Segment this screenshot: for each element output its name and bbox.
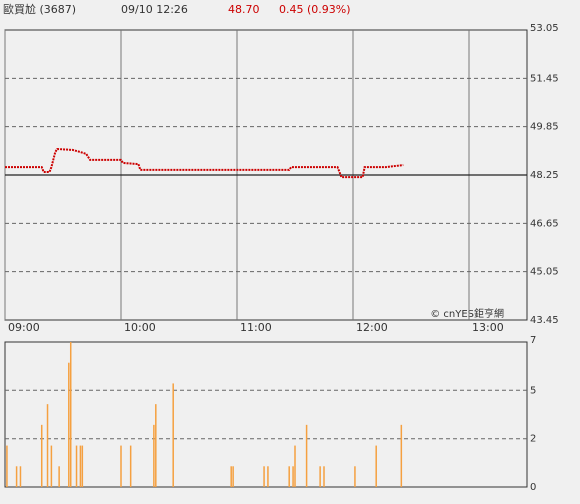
volume-bar: [19, 466, 22, 487]
volume-bar: [75, 445, 78, 487]
volume-bar: [319, 466, 321, 487]
y-tick-label: 51.45: [530, 73, 559, 84]
volume-bar: [153, 424, 155, 487]
volume-bar: [172, 383, 174, 487]
volume-bar: [58, 466, 60, 487]
volume-bar: [69, 342, 72, 487]
y-tick-label: 2: [530, 434, 536, 445]
y-tick-label: 0: [530, 482, 536, 493]
price-line: [5, 147, 404, 179]
x-tick-label: 13:00: [472, 321, 504, 334]
volume-bar: [68, 362, 70, 487]
volume-bar: [6, 445, 8, 487]
y-tick-label: 46.65: [530, 218, 559, 229]
volume-bar: [292, 466, 294, 487]
volume-bar: [354, 466, 356, 487]
plot-frame: [4, 341, 528, 488]
x-tick-label: 09:00: [8, 321, 40, 334]
volume-bar: [50, 445, 53, 487]
volume-bar: [400, 424, 403, 487]
stock-name: 歐買尬 (3687): [3, 2, 76, 16]
volume-bar: [81, 445, 84, 487]
volume-bar: [79, 445, 82, 487]
y-tick-label: 43.45: [530, 315, 559, 326]
volume-bar: [232, 466, 234, 487]
y-tick-label: 5: [530, 385, 536, 396]
price-change: 0.45 (0.93%): [279, 3, 351, 16]
volume-bar: [323, 466, 325, 487]
y-tick-label: 48.25: [530, 170, 559, 181]
volume-bar: [155, 404, 157, 487]
last-price: 48.70: [228, 3, 260, 16]
volume-bar: [120, 445, 122, 487]
volume-bar: [263, 466, 265, 487]
volume-bar: [294, 445, 296, 487]
y-tick-label: 45.05: [530, 267, 559, 278]
volume-bar: [40, 424, 43, 487]
x-tick-label: 11:00: [240, 321, 272, 334]
quote-time: 09/10 12:26: [121, 3, 188, 16]
y-tick-label: 7: [530, 335, 536, 346]
volume-bar: [15, 466, 18, 487]
x-tick-label: 12:00: [356, 321, 388, 334]
watermark: © cnYES鉅亨網: [430, 307, 504, 320]
volume-bar: [375, 445, 377, 487]
volume-bar: [230, 466, 232, 487]
volume-bar: [129, 445, 132, 487]
volume-bar: [267, 466, 269, 487]
volume-bar: [46, 404, 49, 487]
y-tick-label: 53.05: [530, 23, 559, 34]
y-tick-label: 49.85: [530, 122, 559, 133]
volume-bar: [305, 424, 308, 487]
x-tick-label: 10:00: [124, 321, 156, 334]
volume-bar: [288, 466, 290, 487]
